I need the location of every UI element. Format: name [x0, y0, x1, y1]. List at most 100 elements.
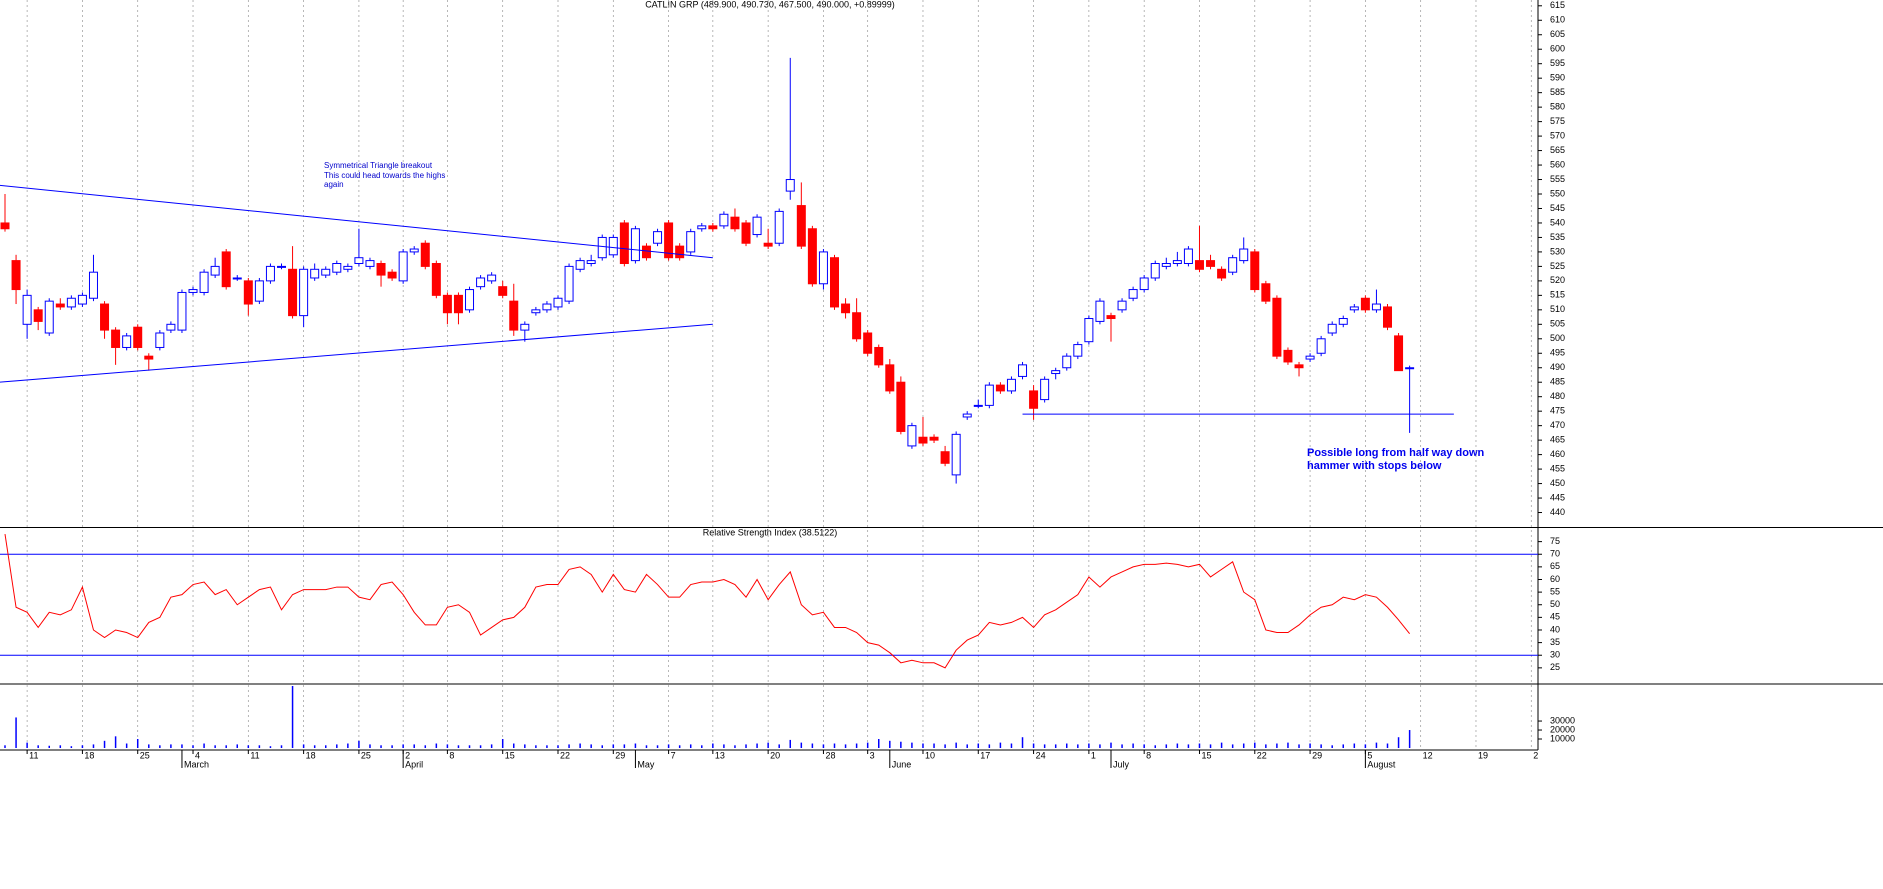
x-tick-label: 7	[671, 750, 676, 760]
month-label: July	[1113, 759, 1130, 769]
candle-body	[1261, 283, 1271, 302]
y-tick-label: 555	[1550, 174, 1565, 184]
candle-body	[973, 404, 983, 407]
candle-body	[1305, 355, 1315, 360]
candle-body	[465, 289, 475, 311]
candle-body	[398, 251, 408, 282]
candle-body	[354, 257, 364, 265]
y-tick-label: 20000	[1550, 724, 1575, 734]
y-tick-label: 595	[1550, 58, 1565, 68]
candle-body	[608, 236, 618, 256]
candle-body	[498, 286, 508, 296]
candle-body	[708, 225, 718, 230]
candle-body	[1029, 390, 1039, 409]
candle-body	[144, 355, 154, 360]
y-tick-label: 520	[1550, 275, 1565, 285]
candle-body	[1139, 277, 1149, 291]
candle-body	[11, 260, 21, 291]
x-tick-label: 13	[715, 750, 725, 760]
y-tick-label: 30000	[1550, 715, 1575, 725]
y-tick-label: 585	[1550, 87, 1565, 97]
candle-body	[343, 265, 353, 270]
y-tick-label: 490	[1550, 362, 1565, 372]
candle-body	[310, 268, 320, 279]
x-tick-label: 28	[825, 750, 835, 760]
candle-body	[1360, 297, 1370, 311]
y-tick-label: 75	[1550, 536, 1560, 546]
candle-body	[520, 323, 530, 331]
candle-body	[299, 268, 309, 317]
y-tick-label: 470	[1550, 420, 1565, 430]
y-tick-label: 25	[1550, 662, 1560, 672]
candle-body	[575, 260, 585, 270]
candle-body	[741, 222, 751, 244]
candle-body	[133, 326, 143, 348]
candle-body	[22, 294, 32, 325]
candle-body	[277, 265, 286, 268]
candle-body	[509, 300, 519, 331]
candle-body	[818, 251, 828, 285]
candle-body	[995, 384, 1005, 392]
y-tick-label: 35	[1550, 637, 1560, 647]
candle-body	[885, 364, 895, 392]
trendline	[0, 184, 713, 259]
candle-body	[376, 263, 386, 276]
y-tick-label: 60	[1550, 574, 1560, 584]
candle-body	[1217, 268, 1227, 279]
candle-body	[243, 280, 253, 305]
candle-body	[221, 251, 231, 288]
candle-body	[254, 280, 264, 302]
x-tick-label: 12	[1423, 750, 1433, 760]
candle-body	[1316, 338, 1326, 354]
candle-body	[55, 303, 65, 308]
candle-body	[188, 289, 198, 293]
y-tick-label: 455	[1550, 463, 1565, 473]
x-tick-label: 24	[1036, 750, 1046, 760]
y-tick-label: 40	[1550, 624, 1560, 634]
month-label: June	[892, 759, 912, 769]
annotation: hammer with stops below	[1307, 460, 1442, 472]
candle-body	[476, 277, 486, 288]
x-tick-label: 19	[1478, 750, 1488, 760]
candle-body	[111, 329, 121, 348]
candle-body	[752, 216, 762, 236]
y-tick-label: 485	[1550, 377, 1565, 387]
y-tick-label: 445	[1550, 492, 1565, 502]
y-tick-label: 580	[1550, 102, 1565, 112]
candle-body	[1084, 318, 1094, 343]
y-tick-label: 30	[1550, 650, 1560, 660]
candle-body	[951, 433, 961, 476]
candle-body	[44, 300, 54, 334]
candle-body	[210, 265, 220, 276]
candle-body	[1272, 297, 1282, 357]
candle-body	[453, 294, 463, 314]
candle-body	[1161, 263, 1171, 267]
candle-body	[88, 271, 98, 299]
candle-body	[962, 413, 972, 418]
candle-body	[841, 303, 851, 314]
candle-body	[763, 242, 773, 247]
y-tick-label: 615	[1550, 0, 1565, 10]
month-label: August	[1367, 759, 1396, 769]
x-tick-label: 18	[84, 750, 94, 760]
candle-body	[929, 436, 939, 441]
y-tick-label: 465	[1550, 435, 1565, 445]
candle-body	[1383, 306, 1392, 328]
x-tick-label: 4	[195, 750, 200, 760]
rsi-line	[4, 533, 1411, 669]
candle-body	[199, 271, 209, 293]
candle-body	[785, 179, 795, 192]
x-tick-label: 29	[1312, 750, 1322, 760]
chart-title: CATLIN GRP (489.900, 490.730, 467.500, 4…	[645, 0, 895, 9]
annotation: This could head towards the highs	[324, 171, 445, 180]
y-tick-label: 440	[1550, 507, 1565, 517]
annotation: Symmetrical Triangle breakout	[324, 161, 433, 170]
candle-body	[807, 228, 817, 285]
candle-body	[1194, 260, 1204, 270]
candle-body	[675, 245, 685, 259]
y-tick-label: 50	[1550, 599, 1560, 609]
candle-body	[641, 245, 651, 259]
candle-body	[863, 332, 873, 354]
y-tick-label: 535	[1550, 232, 1565, 242]
candle-body	[664, 222, 674, 259]
